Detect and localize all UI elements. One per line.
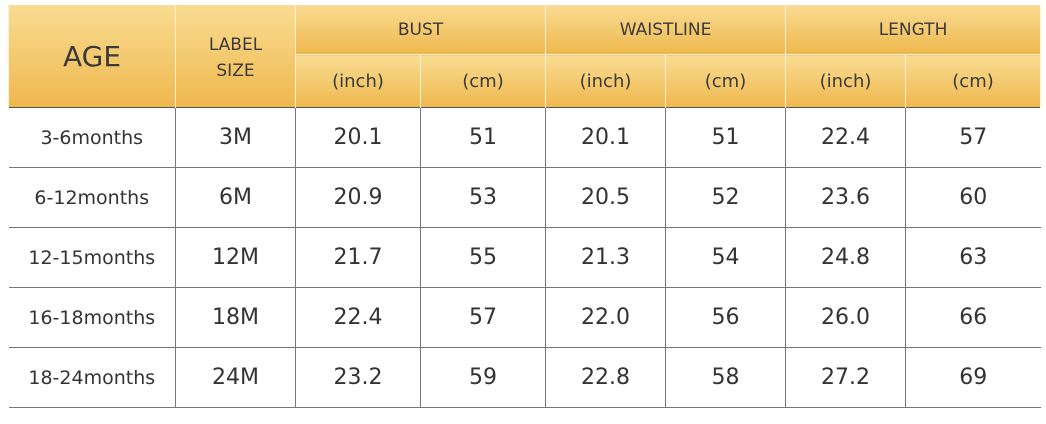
cell: 24M [175,347,296,408]
cell: 21.3 [545,227,666,288]
header-cell: LABEL SIZE [175,5,296,108]
cell: 6-12months [8,167,176,228]
cell: 54 [664,227,787,288]
cell: 18-24months [8,347,176,408]
cell: 3M [175,107,296,168]
cell: 60 [905,167,1041,228]
cell: (inch) [295,54,421,108]
cell: 20.9 [295,167,421,228]
cell: 22.4 [785,107,907,168]
header-cell: BUST [295,5,546,55]
cell: 57 [420,287,546,348]
cell: 23.2 [295,347,421,408]
row: 16-18months 18M 22.4 57 22.0 56 26.0 66 [8,287,1041,348]
cell: 69 [905,347,1041,408]
cell: 24.8 [785,227,907,288]
cell: (inch) [785,54,907,108]
header-cell: LENGTH [785,5,1042,55]
cell: 57 [905,107,1041,168]
cell: 27.2 [785,347,907,408]
cell: 56 [664,287,787,348]
cell: 6M [175,167,296,228]
cell: 3-6months [8,107,176,168]
cell: 59 [420,347,546,408]
row: 6-12months 6M 20.9 53 20.5 52 23.6 60 [8,167,1041,228]
header-cell: WAISTLINE [544,5,787,55]
cell: 18M [175,287,296,348]
row: 3-6months 3M 20.1 51 20.1 51 22.4 57 [8,107,1041,168]
header-cell: AGE [8,5,176,108]
cell: 22.8 [545,347,666,408]
cell: 16-18months [8,287,176,348]
cell: 12M [175,227,296,288]
row: 18-24months 24M 23.2 59 22.8 58 27.2 69 [8,347,1041,408]
cell: 22.4 [295,287,421,348]
cell: 51 [664,107,787,168]
cell: 52 [664,167,787,228]
cell: 26.0 [785,287,907,348]
cell: (inch) [545,54,666,108]
cell: 20.1 [545,107,666,168]
table-body: 3-6months 3M 20.1 51 20.1 51 22.4 57 6-12months 6… [8,107,1041,408]
cell: 21.7 [295,227,421,288]
cell: 55 [420,227,546,288]
cell: 63 [905,227,1041,288]
cell: 51 [420,107,546,168]
cell: (cm) [420,54,546,108]
cell: (cm) [664,54,787,108]
cell: 58 [664,347,787,408]
cell: 53 [420,167,546,228]
header-text: LABEL SIZE [208,35,263,81]
cell: 12-15months [8,227,176,288]
cell: (cm) [905,54,1042,108]
cell: 20.1 [295,107,421,168]
cell: 66 [905,287,1041,348]
size-table: AGE LABEL SIZE BUST WAISTLINE LENGTH (in… [8,5,1042,408]
row: 12-15months 12M 21.7 55 21.3 54 24.8 63 [8,227,1041,288]
cell: 22.0 [545,287,666,348]
cell: 23.6 [785,167,907,228]
cell: 20.5 [545,167,666,228]
header-row: (inch) (cm) (inch) (cm) (inch) (cm) [9,54,1042,108]
